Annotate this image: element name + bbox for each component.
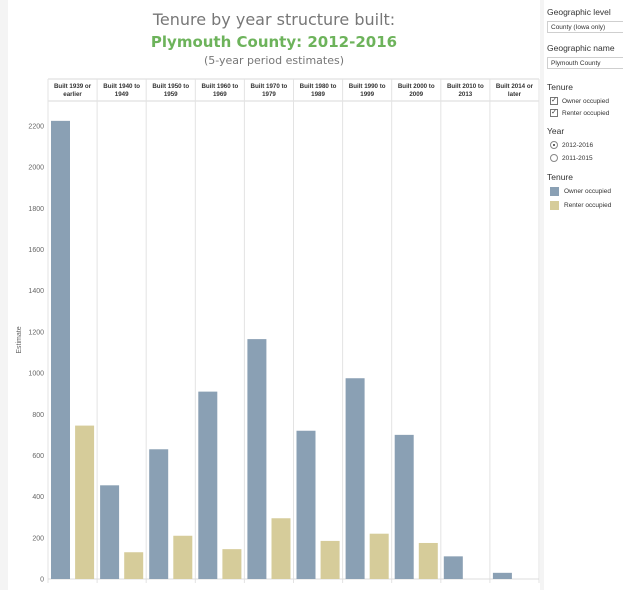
category-label: 1989 bbox=[311, 91, 325, 98]
bar-renter-occupied bbox=[418, 542, 438, 579]
y-tick-label: 1800 bbox=[28, 206, 44, 213]
geo-name-select[interactable]: Plymouth County bbox=[547, 57, 623, 69]
bar-owner-occupied bbox=[492, 572, 512, 579]
bar-owner-occupied bbox=[296, 430, 316, 579]
geo-name-label: Geographic name bbox=[547, 43, 615, 53]
legend-item-renter: Renter occupied bbox=[550, 200, 611, 210]
check-icon: ✓ bbox=[550, 97, 558, 105]
bar-owner-occupied bbox=[100, 485, 120, 579]
bar-owner-occupied bbox=[345, 378, 365, 579]
category-label: Built 1939 or bbox=[54, 83, 92, 90]
y-tick-label: 2200 bbox=[28, 124, 44, 131]
category-label: 1959 bbox=[164, 91, 178, 98]
y-tick-label: 800 bbox=[32, 412, 44, 419]
y-tick-label: 1000 bbox=[28, 371, 44, 378]
bar-chart: 0 200 400 600 800 1000 1200 1400 1600 1800 2000 220… bbox=[16, 78, 540, 584]
y-tick-label: 200 bbox=[32, 535, 44, 542]
bar-owner-occupied bbox=[149, 449, 169, 579]
y-tick-label: 2000 bbox=[28, 165, 44, 172]
tenure-owner-label: Owner occupied bbox=[562, 97, 609, 105]
year-option-label: 2011-2015 bbox=[562, 154, 593, 162]
legend-label-renter: Renter occupied bbox=[564, 201, 612, 209]
legend-swatch-owner bbox=[550, 186, 559, 196]
category-label: Built 2014 or bbox=[496, 83, 534, 90]
bar-renter-occupied bbox=[124, 552, 144, 579]
bar-owner-occupied bbox=[198, 391, 218, 579]
bar-renter-occupied bbox=[173, 535, 193, 579]
legend-item-owner: Owner occupied bbox=[550, 186, 611, 196]
chart-subtitle: Plymouth County: 2012-2016 bbox=[150, 33, 398, 51]
tenure-filter-label: Tenure bbox=[547, 82, 573, 92]
category-label: Built 1960 to bbox=[201, 83, 238, 90]
tenure-renter-label: Renter occupied bbox=[562, 109, 610, 117]
year-option-label: 2012-2016 bbox=[562, 141, 594, 149]
radio-selected-icon bbox=[550, 141, 558, 149]
bar-renter-occupied bbox=[222, 549, 242, 579]
filter-panel: Geographic level County (Iowa only) Geog… bbox=[544, 0, 623, 590]
y-tick-label: 0 bbox=[40, 577, 44, 584]
category-label: Built 1980 to bbox=[300, 83, 337, 90]
category-label: 1999 bbox=[360, 91, 374, 98]
category-label: 2013 bbox=[458, 91, 472, 98]
bar-renter-occupied bbox=[320, 540, 340, 579]
bar-owner-occupied bbox=[443, 556, 463, 579]
radio-icon bbox=[550, 154, 558, 162]
y-tick-label: 1400 bbox=[28, 288, 44, 295]
year-option-2012-2016[interactable]: 2012-2016 bbox=[550, 140, 593, 150]
bar-renter-occupied bbox=[271, 518, 291, 579]
category-label: 1969 bbox=[213, 91, 227, 98]
category-label: 1979 bbox=[262, 91, 276, 98]
bar-owner-occupied bbox=[51, 120, 70, 580]
category-label: 2009 bbox=[409, 91, 423, 98]
legend-title: Tenure bbox=[547, 172, 573, 182]
category-label: later bbox=[508, 91, 522, 98]
legend-swatch-renter bbox=[550, 200, 559, 210]
year-option-2011-2015[interactable]: 2011-2015 bbox=[550, 153, 593, 163]
bar-owner-occupied bbox=[394, 434, 414, 579]
check-icon: ✓ bbox=[550, 109, 558, 117]
y-axis-label: Estimate bbox=[16, 326, 23, 353]
y-tick-label: 400 bbox=[32, 494, 44, 501]
category-label: Built 2010 to bbox=[447, 83, 484, 90]
category-label: Built 1940 to bbox=[103, 83, 140, 90]
bar-renter-occupied bbox=[369, 533, 389, 579]
bar-renter-occupied bbox=[75, 425, 95, 579]
category-label: earlier bbox=[63, 91, 82, 98]
chart-note: (5-year period estimates) bbox=[203, 54, 345, 67]
geo-level-select[interactable]: County (Iowa only) bbox=[547, 21, 623, 33]
chart-title: Tenure by year structure built: bbox=[152, 10, 396, 29]
y-tick-label: 600 bbox=[32, 453, 44, 460]
year-filter-label: Year bbox=[547, 126, 565, 136]
tenure-renter-checkbox[interactable]: ✓ Renter occupied bbox=[550, 108, 609, 118]
category-label: Built 1990 to bbox=[349, 83, 386, 90]
tenure-owner-checkbox[interactable]: ✓ Owner occupied bbox=[550, 96, 609, 106]
chart-area: Tenure by year structure built: Plymouth… bbox=[8, 0, 540, 590]
category-label: 1949 bbox=[115, 91, 129, 98]
geo-level-label: Geographic level bbox=[547, 7, 611, 17]
category-label: Built 1950 to bbox=[152, 83, 189, 90]
y-tick-label: 1600 bbox=[28, 247, 44, 254]
bar-owner-occupied bbox=[247, 339, 267, 579]
category-label: Built 1970 to bbox=[251, 83, 288, 90]
category-label: Built 2000 to bbox=[398, 83, 435, 90]
y-tick-label: 1200 bbox=[28, 329, 44, 336]
legend-label-owner: Owner occupied bbox=[564, 187, 611, 195]
